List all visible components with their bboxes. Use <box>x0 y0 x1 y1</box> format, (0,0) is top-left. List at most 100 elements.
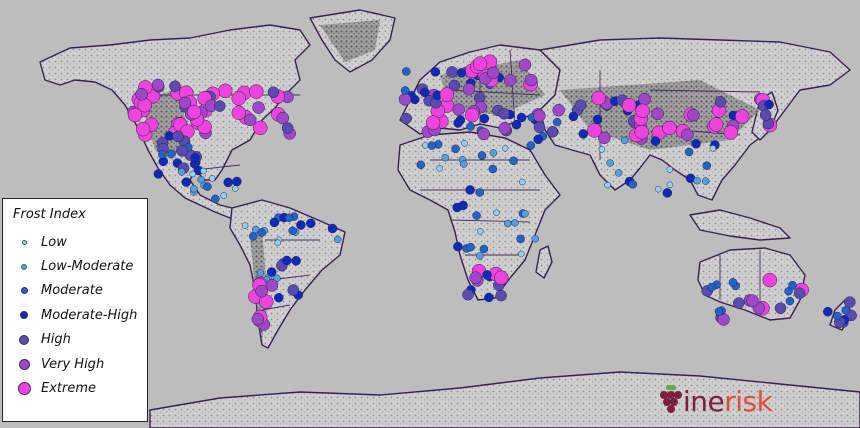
frost-point <box>466 242 475 252</box>
frost-point <box>531 234 539 243</box>
frost-point <box>707 283 716 292</box>
frost-point <box>231 91 246 106</box>
sea-islands <box>689 209 791 241</box>
frost-point <box>178 96 192 110</box>
frost-point <box>460 160 468 168</box>
frost-point <box>472 211 481 220</box>
frost-point <box>249 84 264 99</box>
legend-label: High <box>41 332 71 348</box>
frost-point <box>253 120 268 136</box>
legend-swatch-icon <box>18 358 30 370</box>
frost-point <box>701 177 710 185</box>
frost-index-points <box>127 54 857 331</box>
frost-point <box>533 109 546 123</box>
legend-item: Low-Moderate <box>13 254 139 278</box>
frost-point <box>252 101 265 114</box>
frost-point <box>223 177 233 188</box>
frost-point <box>709 145 717 152</box>
frost-point <box>172 130 184 143</box>
frost-point <box>552 117 562 127</box>
frost-point <box>662 188 673 198</box>
frost-point <box>200 167 207 175</box>
brand-prefix: ine <box>683 385 725 418</box>
frost-point <box>516 112 527 123</box>
frost-point <box>243 113 257 127</box>
frost-point <box>164 131 174 141</box>
frost-point <box>518 58 532 72</box>
frost-point <box>296 220 306 230</box>
frost-point <box>462 82 476 96</box>
frost-point <box>598 146 606 153</box>
frost-point <box>702 161 712 170</box>
legend-swatch-icon <box>17 382 31 396</box>
frost-point <box>764 99 774 110</box>
legend-item: High <box>13 328 139 352</box>
legend-label: Extreme <box>41 381 97 397</box>
frost-point <box>267 86 280 99</box>
frost-point <box>231 105 247 120</box>
frost-point <box>241 222 249 229</box>
frost-point <box>489 149 498 157</box>
frost-point <box>477 151 487 160</box>
frost-point <box>436 165 443 172</box>
frost-point <box>211 194 220 204</box>
frost-point <box>203 182 212 191</box>
frost-point <box>477 127 490 141</box>
frost-point <box>462 288 474 301</box>
frost-point <box>453 241 463 252</box>
frost-point <box>288 226 297 236</box>
frost-point <box>135 88 148 101</box>
frost-point <box>475 188 485 197</box>
antarctica <box>149 371 860 428</box>
frost-point <box>714 96 727 108</box>
frost-point <box>503 219 512 228</box>
madagascar <box>535 245 553 279</box>
frost-point <box>666 166 674 173</box>
legend-label: Low-Moderate <box>41 259 134 275</box>
frost-point <box>167 149 176 158</box>
frost-point <box>469 271 482 284</box>
legend-swatch-icon <box>21 263 27 270</box>
frost-point <box>493 209 500 217</box>
frost-point <box>503 74 517 87</box>
legend-label: Moderate <box>41 283 103 299</box>
frost-point <box>533 121 546 134</box>
frost-point <box>265 279 279 292</box>
frost-point <box>587 123 602 138</box>
frost-point <box>521 210 529 218</box>
frost-point <box>662 120 677 136</box>
frost-point <box>733 297 745 309</box>
legend-swatch-icon <box>20 287 28 295</box>
legend-item: Very High <box>13 352 139 376</box>
frost-point <box>533 134 543 145</box>
frost-point <box>650 136 661 146</box>
frost-point <box>784 286 793 296</box>
frost-point <box>186 104 202 120</box>
frost-point <box>628 180 638 189</box>
frost-point <box>284 213 294 223</box>
frost-point <box>714 307 724 316</box>
frost-point <box>524 73 538 87</box>
frost-point <box>231 185 239 192</box>
frost-point <box>466 122 475 131</box>
frost-point <box>430 67 441 77</box>
frost-point <box>482 270 492 280</box>
frost-point <box>452 103 465 116</box>
frost-point <box>509 156 518 166</box>
frost-point <box>127 107 143 123</box>
legend-label: Moderate-High <box>41 307 138 323</box>
frost-point <box>135 121 151 137</box>
frost-point <box>425 115 441 130</box>
frost-point <box>287 284 299 296</box>
frost-point <box>218 83 233 99</box>
frost-point <box>687 108 700 122</box>
frost-point <box>651 107 664 121</box>
frost-point <box>488 164 498 174</box>
frost-point <box>681 128 694 142</box>
frost-point <box>274 239 282 246</box>
frost-point <box>427 141 437 150</box>
frost-point <box>461 140 468 147</box>
frost-point <box>526 141 536 150</box>
